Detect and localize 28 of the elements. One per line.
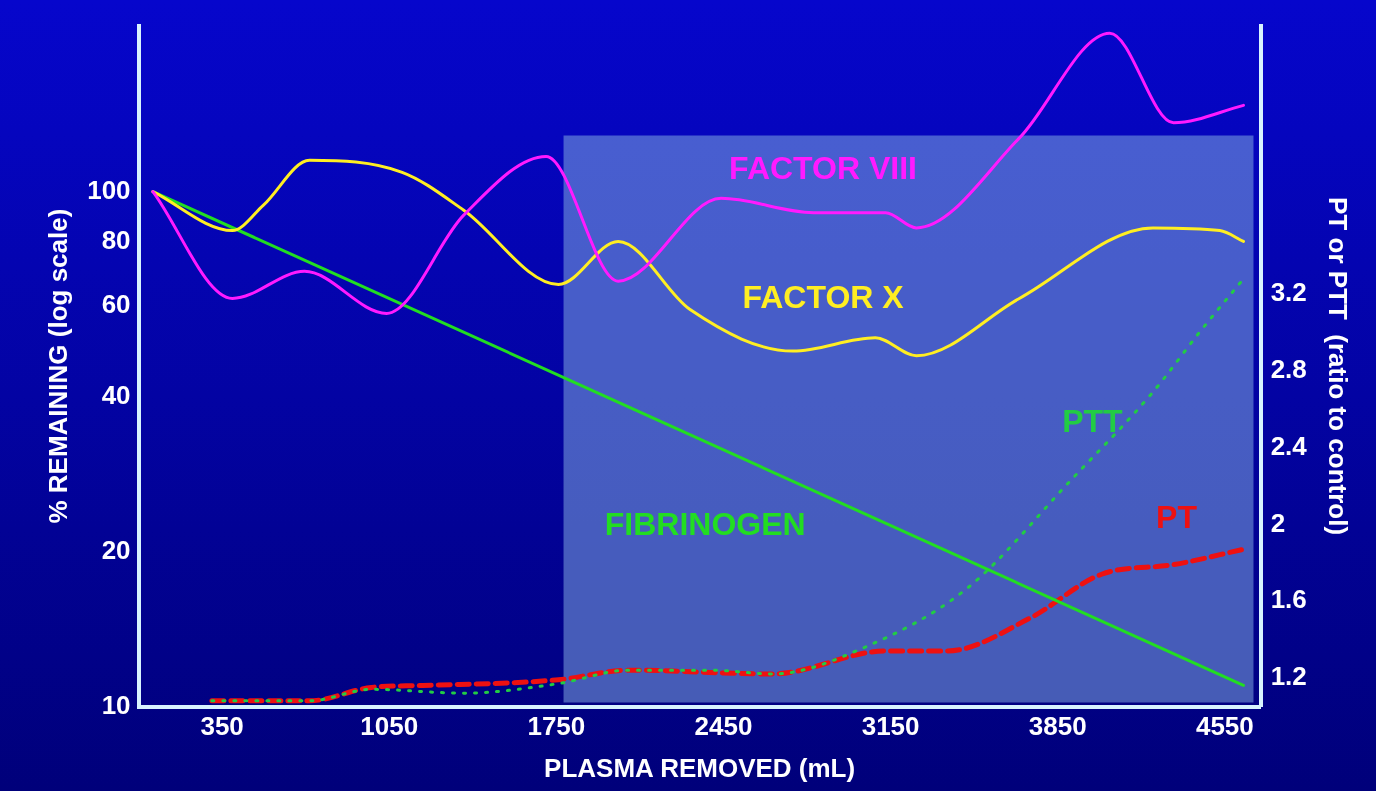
y-tick-label: 60 <box>101 288 131 319</box>
x-tick-label: 1050 <box>360 711 419 742</box>
series-label: FACTOR X <box>742 279 905 316</box>
y2-tick-label: 1.6 <box>1270 584 1307 615</box>
x-axis-title: PLASMA REMOVED (mL) <box>544 752 856 783</box>
y-tick-label: 20 <box>101 534 131 565</box>
x-tick-label: 4550 <box>1195 711 1254 742</box>
x-tick-label: 3850 <box>1028 711 1087 742</box>
x-tick-label: 3150 <box>861 711 920 742</box>
line-series <box>151 31 1245 315</box>
y2-tick-label: 2.8 <box>1270 354 1307 385</box>
x-tick-label: 1750 <box>527 711 586 742</box>
y2-tick-label: 1.2 <box>1270 661 1307 691</box>
x-tick-label: 2450 <box>694 711 753 742</box>
x-tick-label: 350 <box>200 711 244 742</box>
y-tick-label: 10 <box>101 689 131 720</box>
y-tick-label: 100 <box>87 174 131 205</box>
series-label: FACTOR VIII <box>729 150 917 187</box>
y2-axis-title: PT or PTT (ratio to control) <box>1323 197 1354 536</box>
series-label: PT <box>1156 498 1198 535</box>
y2-tick-label: 2 <box>1270 507 1286 538</box>
y-tick-label: 80 <box>101 224 131 255</box>
y-tick-label: 40 <box>101 379 131 410</box>
y-axis-title: % REMAINING (log scale) <box>42 208 73 524</box>
y2-tick-label: 2.4 <box>1270 430 1308 461</box>
series-label: FIBRINOGEN <box>604 506 806 543</box>
y2-tick-label: 3.2 <box>1270 277 1307 308</box>
series-label: PTT <box>1062 402 1124 439</box>
